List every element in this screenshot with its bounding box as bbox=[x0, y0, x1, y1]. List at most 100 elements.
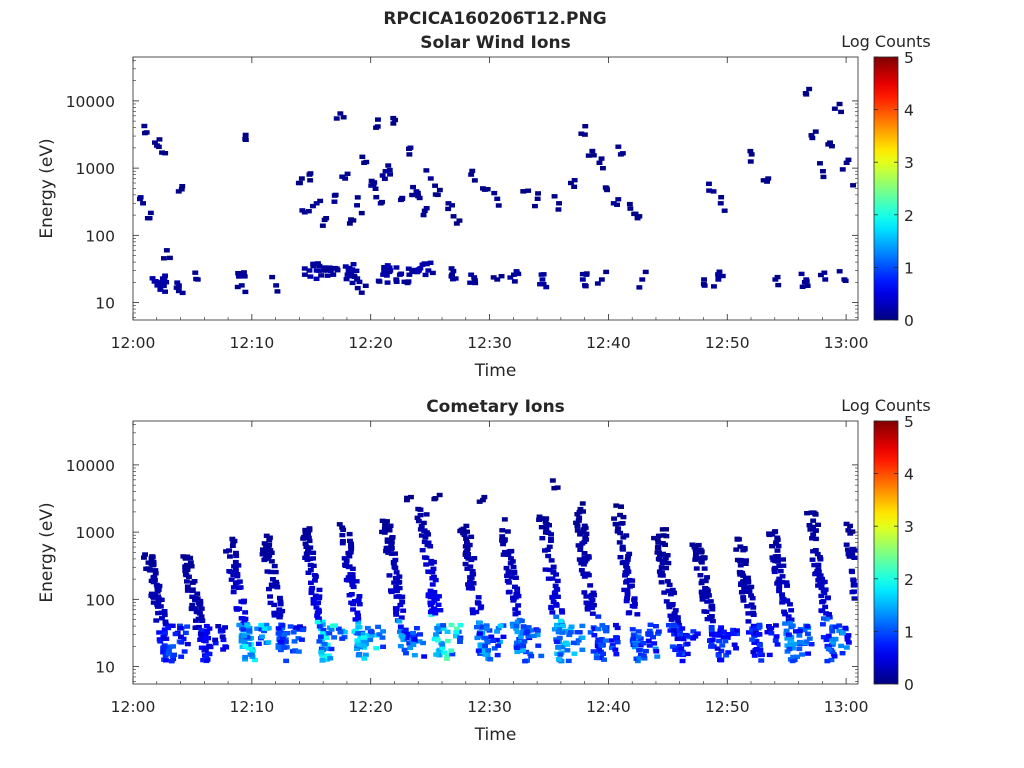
heatmap-cell bbox=[851, 596, 858, 601]
heatmap-cell bbox=[640, 641, 647, 646]
heatmap-cell bbox=[445, 201, 452, 206]
heatmap-cell bbox=[354, 203, 360, 208]
heatmap-cell bbox=[388, 540, 395, 545]
heatmap-cell bbox=[809, 557, 816, 562]
heatmap-cell bbox=[490, 275, 497, 280]
heatmap-cell bbox=[319, 223, 326, 228]
heatmap-cell bbox=[456, 218, 463, 223]
heatmap-cell bbox=[534, 628, 541, 633]
heatmap-cell bbox=[845, 640, 852, 645]
heatmap-cell bbox=[839, 167, 846, 172]
x-tick-label: 12:30 bbox=[467, 334, 512, 352]
heatmap-cell bbox=[268, 582, 275, 587]
heatmap-cell bbox=[777, 568, 784, 574]
heatmap-cell bbox=[617, 555, 624, 560]
heatmap-cell bbox=[507, 275, 514, 280]
heatmap-cell bbox=[734, 631, 740, 637]
heatmap-cell bbox=[162, 631, 168, 636]
heatmap-cell bbox=[394, 588, 400, 594]
heatmap-cell bbox=[650, 635, 656, 640]
heatmap-cell bbox=[162, 622, 169, 627]
heatmap-cell bbox=[360, 635, 367, 640]
heatmap-cell bbox=[400, 637, 407, 643]
heatmap-cell bbox=[555, 645, 562, 650]
heatmap-cell bbox=[515, 271, 522, 277]
heatmap-cell bbox=[354, 631, 361, 636]
heatmap-cell bbox=[448, 266, 455, 271]
heatmap-cell bbox=[339, 532, 346, 538]
heatmap-cell bbox=[160, 650, 167, 655]
heatmap-cell bbox=[340, 115, 347, 120]
heatmap-cell bbox=[346, 221, 353, 226]
heatmap-cell bbox=[527, 651, 534, 657]
heatmap-cell bbox=[790, 646, 796, 651]
heatmap-cell bbox=[431, 496, 438, 502]
heatmap-cell bbox=[263, 545, 270, 550]
heatmap-cell bbox=[173, 285, 180, 290]
heatmap-cell bbox=[546, 544, 553, 549]
heatmap-cell bbox=[391, 580, 398, 585]
heatmap-cell bbox=[505, 590, 512, 595]
heatmap-cell bbox=[192, 270, 199, 275]
heatmap-cell bbox=[672, 647, 679, 653]
heatmap-cell bbox=[669, 644, 676, 649]
heatmap-cell bbox=[189, 587, 196, 592]
heatmap-cell bbox=[419, 548, 426, 553]
heatmap-cell bbox=[204, 630, 211, 635]
heatmap-cell bbox=[342, 264, 349, 269]
heatmap-cell bbox=[560, 623, 566, 629]
heatmap-cell bbox=[555, 630, 562, 635]
heatmap-cell bbox=[416, 639, 423, 644]
heatmap-cell bbox=[568, 180, 574, 186]
heatmap-cell bbox=[550, 599, 557, 605]
heatmap-cell bbox=[766, 652, 773, 658]
heatmap-cell bbox=[324, 657, 331, 662]
heatmap-cell bbox=[418, 533, 425, 538]
cometary-panel: 12:00 12:10 12:20 12:30 12:40 12:50 13:0010100… bbox=[37, 396, 931, 745]
heatmap-cell bbox=[664, 579, 671, 584]
heatmap-cell bbox=[335, 626, 342, 631]
heatmap-cell bbox=[646, 643, 653, 648]
heatmap-cell bbox=[228, 577, 235, 582]
heatmap-cell bbox=[375, 624, 381, 630]
heatmap-cell bbox=[667, 628, 674, 633]
heatmap-cell bbox=[498, 274, 505, 279]
heatmap-cell bbox=[737, 544, 744, 549]
heatmap-cell bbox=[189, 602, 196, 608]
heatmap-cell bbox=[668, 617, 675, 622]
heatmap-cell bbox=[822, 277, 829, 282]
heatmap-cell bbox=[701, 566, 708, 571]
heatmap-cell bbox=[760, 178, 767, 183]
heatmap-cell bbox=[302, 527, 309, 533]
heatmap-cell bbox=[235, 271, 242, 276]
heatmap-cell bbox=[508, 556, 514, 561]
heatmap-cell bbox=[165, 625, 172, 631]
heatmap-cell bbox=[153, 582, 160, 588]
heatmap-cell bbox=[425, 268, 432, 273]
heatmap-cell bbox=[276, 607, 283, 612]
heatmap-cell bbox=[396, 574, 403, 579]
heatmap-cell bbox=[271, 563, 278, 569]
heatmap-cell bbox=[576, 509, 583, 515]
heatmap-cell bbox=[836, 623, 843, 628]
heatmap-cell bbox=[204, 657, 211, 662]
heatmap-cell bbox=[786, 632, 792, 637]
heatmap-cell bbox=[307, 178, 314, 183]
heatmap-cell bbox=[676, 644, 683, 649]
heatmap-cell bbox=[370, 180, 377, 185]
heatmap-cell bbox=[364, 633, 371, 638]
heatmap-cell bbox=[557, 618, 564, 624]
heatmap-cell bbox=[410, 630, 416, 636]
heatmap-cell bbox=[313, 276, 320, 281]
heatmap-cell bbox=[275, 631, 282, 636]
heatmap-cell bbox=[386, 573, 393, 578]
colorbar-tick-label: 3 bbox=[904, 518, 914, 536]
heatmap-cell bbox=[142, 552, 148, 557]
heatmap-cell bbox=[273, 283, 280, 288]
heatmap-cell bbox=[623, 564, 629, 569]
heatmap-cell bbox=[474, 625, 480, 630]
heatmap-cell bbox=[316, 587, 323, 593]
heatmap-cell bbox=[775, 282, 782, 288]
heatmap-cell bbox=[543, 525, 550, 531]
heatmap-cell bbox=[836, 101, 843, 107]
